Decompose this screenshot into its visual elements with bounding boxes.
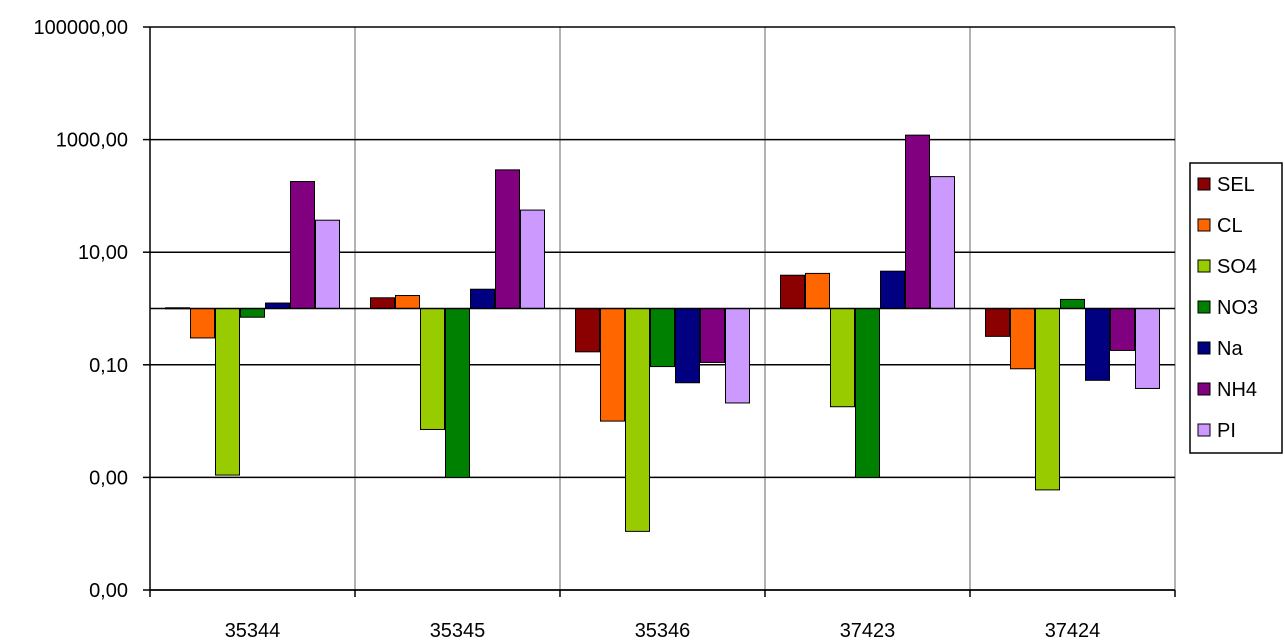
bar-cl-35345	[395, 295, 420, 310]
legend-label-so4: SO4	[1217, 256, 1257, 278]
bar-nh4-35345	[495, 169, 520, 309]
bar-pi-35346	[725, 308, 750, 404]
legend-label-pi: PI	[1217, 420, 1236, 442]
bar-so4-35346	[625, 308, 650, 532]
legend-label-no3: NO3	[1217, 297, 1258, 319]
bar-na-37423	[880, 270, 905, 310]
bar-pi-35344	[315, 219, 340, 309]
bar-pi-37424	[1135, 308, 1160, 389]
bars-layer	[165, 134, 1160, 532]
y-tick-label: 0,10	[89, 355, 128, 377]
y-tick-label: 1000,00	[56, 130, 128, 152]
bar-sel-35346	[575, 308, 600, 353]
bar-pi-37423	[930, 176, 955, 309]
bar-no3-35346	[650, 308, 675, 368]
y-tick-label: 0,00	[89, 467, 128, 489]
legend-swatch-nh4	[1197, 382, 1211, 396]
legend: SEL CL SO4 NO3 Na NH4 PI	[1189, 162, 1283, 454]
legend-swatch-no3	[1197, 300, 1211, 314]
y-tick-label: 0,00	[89, 580, 128, 602]
bar-nh4-35344	[290, 181, 315, 309]
x-tick-label: 35344	[225, 620, 281, 642]
bar-sel-37423	[780, 274, 805, 309]
bar-cl-35344	[190, 308, 215, 339]
bar-so4-35345	[420, 308, 445, 430]
legend-swatch-cl	[1197, 218, 1211, 232]
y-tick-label: 10,00	[78, 242, 128, 264]
bar-nh4-37424	[1110, 308, 1135, 351]
bar-so4-35344	[215, 308, 240, 476]
legend-label-sel: SEL	[1217, 174, 1255, 196]
legend-label-na: Na	[1217, 338, 1243, 360]
legend-swatch-na	[1197, 341, 1211, 355]
bar-cl-35346	[600, 308, 625, 422]
bar-na-35344	[265, 302, 290, 310]
bar-nh4-35346	[700, 308, 725, 363]
x-tick-label: 37424	[1045, 620, 1101, 642]
bar-cl-37423	[805, 272, 830, 310]
legend-label-nh4: NH4	[1217, 379, 1257, 401]
bar-na-37424	[1085, 308, 1110, 381]
y-tick-label: 100000,00	[33, 17, 128, 39]
bar-sel-37424	[985, 308, 1010, 337]
x-tick-label: 35345	[430, 620, 486, 642]
x-tick-label: 35346	[635, 620, 691, 642]
legend-label-cl: CL	[1217, 215, 1243, 237]
bar-no3-37423	[855, 308, 880, 478]
bar-no3-35345	[445, 308, 470, 478]
bar-sel-35345	[370, 297, 395, 310]
legend-swatch-pi	[1197, 423, 1211, 437]
bar-no3-37424	[1060, 298, 1085, 309]
bar-no3-35344	[240, 308, 265, 318]
bar-pi-35345	[520, 209, 545, 309]
axis-layer: 100000,00 1000,00 10,00 0,10 0,00 0,00 35344 35…	[33, 17, 1176, 642]
bar-cl-37424	[1010, 308, 1035, 370]
bar-nh4-37423	[905, 134, 930, 309]
bar-na-35346	[675, 308, 700, 384]
x-tick-label: 37423	[840, 620, 896, 642]
bar-so4-37424	[1035, 308, 1060, 491]
legend-swatch-sel	[1197, 177, 1211, 191]
bar-na-35345	[470, 288, 495, 309]
bar-so4-37423	[830, 308, 855, 408]
legend-swatch-so4	[1197, 259, 1211, 273]
